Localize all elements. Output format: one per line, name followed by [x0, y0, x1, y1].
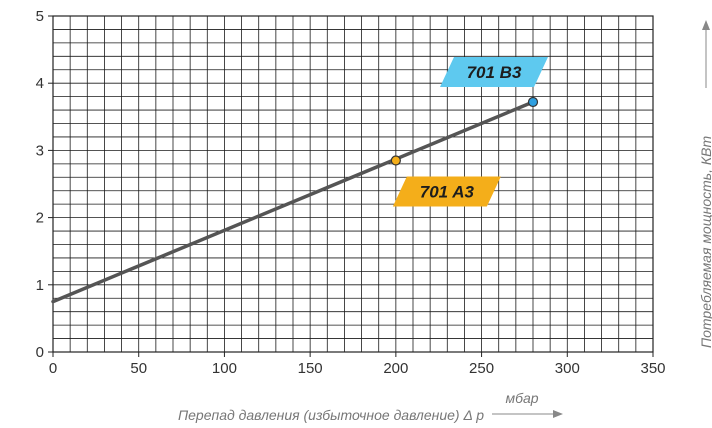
- y-tick-label: 1: [36, 277, 44, 294]
- y-tick-labels: 0 1 2 3 4 5: [36, 8, 53, 361]
- series-line: [51, 100, 535, 304]
- x-axis-arrow: [492, 410, 563, 418]
- series: [51, 100, 535, 304]
- annotation-badge: [392, 176, 501, 207]
- y-axis-arrow: [702, 20, 710, 88]
- y-tick-label: 5: [36, 8, 44, 25]
- annotation-label: 701 B3: [467, 63, 522, 82]
- x-tick-label: 50: [130, 360, 147, 377]
- y-axis-title: Потребляемая мощность, КВт: [698, 135, 712, 348]
- annotation-label: 701 A3: [420, 182, 475, 201]
- x-tick-label: 300: [555, 360, 580, 377]
- x-tick-label: 0: [49, 360, 57, 377]
- x-tick-label: 100: [212, 360, 237, 377]
- grid: [52, 15, 654, 353]
- annotation-marker: [527, 96, 539, 108]
- x-axis-unit: мбар: [505, 390, 538, 406]
- x-axis-title: Перепад давления (избыточное давление) Δ…: [178, 407, 484, 423]
- x-tick-label: 350: [640, 360, 665, 377]
- x-tick-label: 150: [298, 360, 323, 377]
- y-tick-label: 3: [36, 142, 44, 159]
- x-tick-label: 250: [469, 360, 494, 377]
- x-tick-label: 200: [383, 360, 408, 377]
- axes: [52, 15, 654, 353]
- annotations: 701 B3 701 A3: [390, 57, 548, 207]
- y-tick-label: 4: [36, 75, 44, 92]
- y-tick-label: 0: [36, 344, 44, 361]
- plot-frame: [52, 15, 654, 353]
- x-tick-labels: 0 50 100 150 200 250 300 350: [49, 352, 666, 377]
- annotation-badge: [440, 57, 548, 88]
- y-tick-label: 2: [36, 210, 44, 227]
- annotation-marker: [390, 155, 401, 166]
